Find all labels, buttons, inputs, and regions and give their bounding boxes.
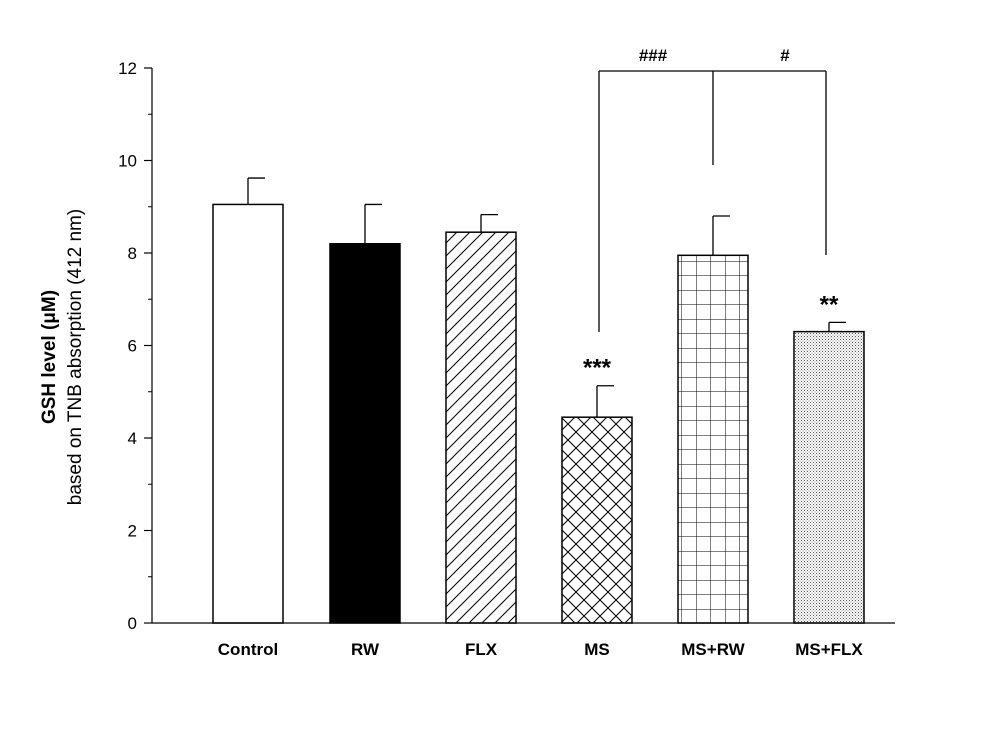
- bar: [677, 254, 749, 624]
- significance-stars: ***: [583, 355, 612, 382]
- y-axis-title-line1: GSH level (μM): [39, 290, 60, 424]
- bar: [445, 231, 517, 624]
- y-tick-label: 0: [128, 614, 137, 633]
- bracket-label: #: [780, 46, 790, 65]
- y-tick-label: 10: [118, 152, 137, 171]
- bar: [329, 243, 401, 624]
- y-tick-label: 8: [128, 244, 137, 263]
- x-category-label: FLX: [465, 640, 498, 659]
- bar: [212, 203, 284, 624]
- y-axis: 0 2 4 6 8 10 12: [118, 59, 153, 633]
- x-category-label: MS+FLX: [795, 640, 863, 659]
- y-tick-label: 12: [118, 59, 137, 78]
- bracket-label: ###: [639, 46, 668, 65]
- y-axis-title: GSH level (μM) based on TNB absorption (…: [39, 209, 86, 505]
- y-axis-title-line2: based on TNB absorption (412 nm): [65, 209, 86, 505]
- x-category-label: Control: [218, 640, 278, 659]
- bar: [793, 330, 865, 624]
- x-category-label: MS+RW: [681, 640, 745, 659]
- y-tick-label: 6: [128, 337, 137, 356]
- bars: [212, 177, 865, 624]
- significance-annotations: *****### #: [583, 46, 839, 382]
- significance-stars: **: [820, 291, 839, 318]
- x-axis: Control RW FLX MS MS+RW MS+FLX: [152, 622, 895, 659]
- y-tick-label: 2: [128, 522, 137, 541]
- x-category-label: MS: [584, 640, 610, 659]
- x-category-label: RW: [351, 640, 380, 659]
- y-tick-label: 4: [128, 429, 137, 448]
- bar: [561, 416, 633, 624]
